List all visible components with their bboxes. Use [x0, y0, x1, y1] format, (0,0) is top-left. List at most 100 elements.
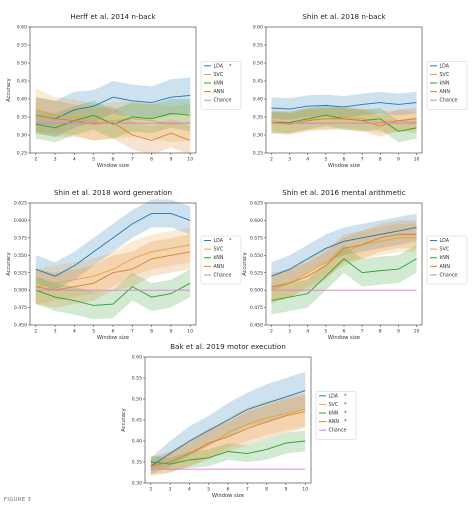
x-tick-label: 7 — [361, 329, 364, 335]
legend: LDA * SVC kNN ANN Chance — [200, 235, 242, 285]
y-tick-label: 0.45 — [17, 79, 27, 85]
y-axis-label: Accuracy — [242, 252, 248, 276]
legend-label-ann: ANN — [440, 264, 451, 270]
chart-panel-1: Herff et al. 2014 n-back 2 3 4 5 6 7 8 9 10 0.25 0.… — [6, 12, 242, 169]
chart-panel-2: Shin et al. 2018 n-back 2 3 4 5 6 7 8 9 10 0.25 0.3… — [253, 12, 468, 169]
x-tick-label: 10 — [414, 329, 420, 335]
legend-label-knn: kNN — [214, 255, 224, 261]
x-axis-label: Window size — [212, 493, 244, 499]
legend-label-knn: kNN — [329, 411, 339, 417]
x-tick-label: 6 — [343, 157, 346, 163]
y-tick-label: 0.475 — [14, 305, 27, 311]
x-tick-label: 4 — [188, 487, 191, 493]
y-tick-label: 0.625 — [250, 201, 263, 207]
x-axis-label: Window size — [328, 163, 360, 169]
y-tick-label: 0.30 — [132, 481, 142, 487]
x-tick-label: 5 — [92, 157, 95, 163]
x-tick-label: 3 — [288, 329, 291, 335]
series-line-lda — [271, 226, 417, 277]
legend-label-knn: kNN — [440, 255, 450, 261]
x-tick-label: 2 — [270, 329, 273, 335]
y-tick-label: 0.35 — [132, 460, 142, 466]
x-tick-label: 7 — [131, 157, 134, 163]
chart-title: Bak et al. 2019 motor execution — [170, 342, 286, 351]
x-tick-label: 8 — [379, 329, 382, 335]
band-knn — [35, 269, 191, 320]
legend: LDA * SVC kNN ANN Chance — [200, 61, 242, 110]
legend: LDA * SVC * kNN * ANN * Chance — [315, 391, 357, 440]
y-tick-label: 0.50 — [132, 397, 142, 403]
legend-label-ann: ANN — [214, 89, 225, 95]
legend-label-knn: kNN — [214, 81, 224, 87]
chart-title: Shin et al. 2018 n-back — [302, 12, 386, 21]
x-axis-label: Window size — [328, 335, 360, 341]
legend-label-svc: SVC — [440, 72, 450, 78]
x-tick-label: 3 — [288, 157, 291, 163]
band-svc — [35, 227, 191, 305]
y-tick-label: 0.450 — [14, 323, 27, 329]
legend-label-svc: SVC — [440, 247, 450, 253]
legend-label-chance: Chance — [329, 428, 347, 434]
legend-box — [426, 235, 468, 285]
legend-label-chance: Chance — [214, 272, 232, 278]
x-tick-label: 6 — [112, 329, 115, 335]
y-tick-label: 0.525 — [250, 270, 263, 276]
x-tick-label: 7 — [361, 157, 364, 163]
legend-label-knn: kNN — [440, 81, 450, 87]
x-tick-label: 5 — [207, 487, 210, 493]
band-ann — [35, 234, 191, 308]
y-tick-label: 0.25 — [17, 151, 27, 157]
x-tick-label: 2 — [34, 329, 37, 335]
legend-label-lda: LDA — [440, 63, 450, 69]
x-tick-label: 6 — [227, 487, 230, 493]
x-tick-label: 5 — [324, 329, 327, 335]
y-tick-label: 0.55 — [132, 376, 142, 382]
band-lda — [271, 91, 417, 120]
chart-title: Shin et al. 2018 word generation — [54, 188, 172, 197]
band-svc — [150, 392, 306, 477]
legend-box — [426, 61, 468, 110]
x-tick-label: 4 — [306, 157, 309, 163]
x-tick-label: 7 — [131, 329, 134, 335]
y-tick-label: 0.50 — [17, 61, 27, 67]
x-tick-label: 3 — [54, 157, 57, 163]
x-tick-label: 4 — [306, 329, 309, 335]
series-line-knn — [35, 112, 191, 129]
x-tick-label: 9 — [397, 157, 400, 163]
band-ann — [271, 108, 417, 137]
y-tick-label: 0.60 — [17, 25, 27, 31]
x-tick-label: 8 — [150, 329, 153, 335]
legend-label-ann: ANN — [440, 89, 451, 95]
x-tick-label: 6 — [112, 157, 115, 163]
y-tick-label: 0.575 — [250, 235, 263, 241]
x-tick-label: 10 — [414, 157, 420, 163]
series-line-ann — [35, 251, 191, 291]
x-tick-label: 8 — [379, 157, 382, 163]
band-svc — [271, 223, 417, 305]
x-tick-label: 9 — [284, 487, 287, 493]
series-line-knn — [35, 282, 191, 306]
y-tick-label: 0.55 — [253, 43, 263, 49]
legend-label-svc: SVC — [214, 72, 224, 78]
chart-title: Herff et al. 2014 n-back — [70, 12, 156, 21]
legend-label-lda: LDA — [214, 63, 224, 69]
legend-label-lda: LDA — [329, 393, 339, 399]
legend-label-chance: Chance — [440, 272, 458, 278]
y-tick-label: 0.575 — [14, 235, 27, 241]
x-tick-label: 6 — [343, 329, 346, 335]
y-tick-label: 0.40 — [253, 97, 263, 103]
band-ann — [150, 394, 306, 475]
legend-marker-ann: * — [344, 419, 347, 425]
y-tick-label: 0.450 — [250, 323, 263, 329]
legend-marker-lda: * — [344, 393, 347, 399]
y-tick-label: 0.600 — [250, 218, 263, 224]
legend-marker-lda: * — [229, 63, 232, 69]
legend-label-lda: LDA — [440, 238, 450, 244]
y-axis-label: Accuracy — [121, 408, 127, 432]
chart-panel-3: Shin et al. 2018 word generation 2 3 4 5 6 7 8 9… — [6, 188, 242, 341]
legend-label-ann: ANN — [329, 419, 340, 425]
series-line-ann — [150, 411, 306, 467]
x-tick-label: 8 — [265, 487, 268, 493]
y-tick-label: 0.35 — [253, 115, 263, 121]
